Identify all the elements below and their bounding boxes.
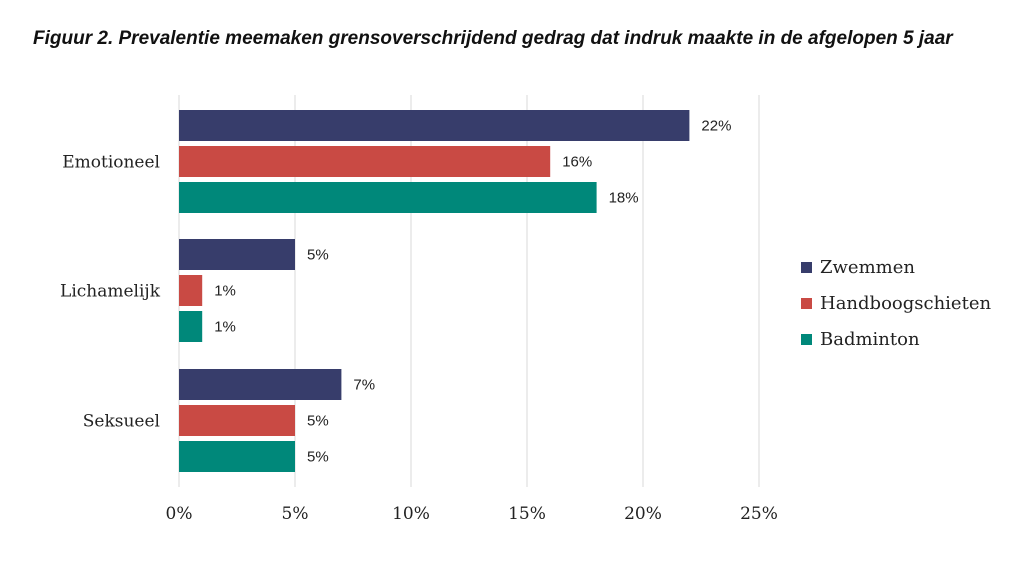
data-label: 1% [214,283,236,300]
data-label: 1% [214,319,236,336]
bar [179,239,295,270]
bars [179,110,690,472]
bar [179,110,690,141]
bar [179,311,203,342]
category-labels: Emotioneel Lichamelijk Seksueel [60,153,161,432]
data-label: 16% [562,154,592,171]
x-tick-label: 20% [624,504,662,524]
data-label: 5% [307,449,329,466]
bar [179,182,597,213]
bar [179,405,295,436]
x-tick-label: 10% [392,504,430,524]
category-label: Lichamelijk [60,282,161,302]
legend-swatch [801,262,812,273]
bar [179,441,295,472]
legend-label: Badminton [820,329,920,350]
legend-swatch [801,334,812,345]
x-tick-label: 5% [282,504,309,524]
legend-label: Handboogschieten [820,293,991,314]
data-label: 5% [307,247,329,264]
x-tick-label: 0% [166,504,193,524]
legend-swatch [801,298,812,309]
category-label: Emotioneel [62,153,160,173]
legend-label: Zwemmen [820,257,915,278]
category-label: Seksueel [83,412,160,432]
data-label: 22% [701,118,731,135]
data-label: 7% [353,377,375,394]
data-label: 18% [609,190,639,207]
bar [179,369,342,400]
x-tick-label: 15% [508,504,546,524]
legend: Zwemmen Handboogschieten Badminton [801,257,991,350]
bar [179,275,203,306]
chart-title: Figuur 2. Prevalentie meemaken grensover… [33,28,953,49]
bar [179,146,551,177]
data-labels: 22% 16% 18% 5% 1% 1% 7% 5% 5% [214,118,731,466]
data-label: 5% [307,413,329,430]
x-axis-tick-labels: 0% 5% 10% 15% 20% 25% [166,504,778,524]
x-tick-label: 25% [740,504,778,524]
